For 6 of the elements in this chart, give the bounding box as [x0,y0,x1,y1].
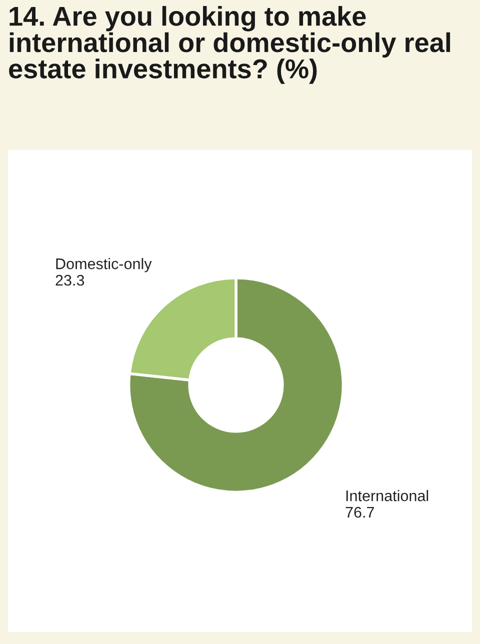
slice-label: Domestic-only [56,258,152,272]
donut-slice [127,276,345,494]
chart-title: 14. Are you looking to make international or domestic-only real estate investments? (%) [9,6,450,84]
slice-label: International [346,490,428,502]
data-label: 23.3 [56,274,84,286]
data-label: 76.7 [346,506,374,518]
